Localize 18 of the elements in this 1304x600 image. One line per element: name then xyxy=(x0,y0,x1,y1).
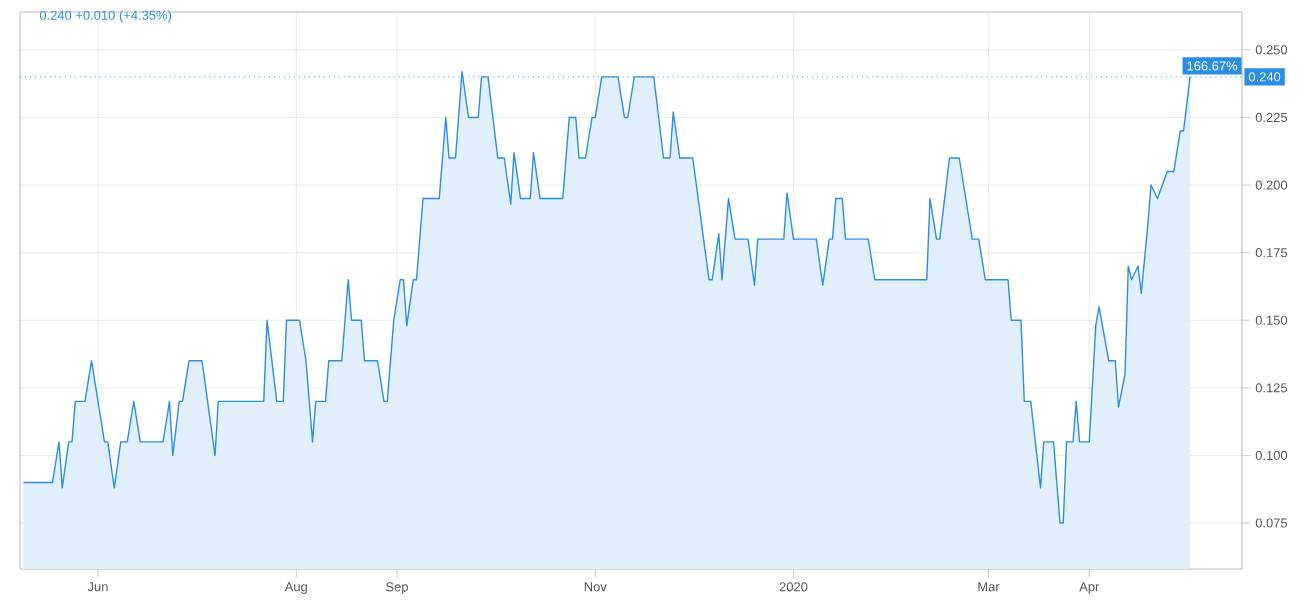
x-tick-label: 2020 xyxy=(779,582,808,592)
y-tick-label: 0.175 xyxy=(1255,248,1288,258)
x-tick-label: Sep xyxy=(386,582,408,594)
x-tick-label: Aug xyxy=(284,582,307,594)
annotation: 166.67% xyxy=(1187,61,1238,71)
y-tick-label: 0.075 xyxy=(1255,518,1288,528)
y-tick-label: 0.150 xyxy=(1255,315,1288,325)
y-tick-label: 0.250 xyxy=(1255,45,1288,55)
y-tick-label: 0.225 xyxy=(1255,112,1288,123)
y-tick-label: 0.125 xyxy=(1255,383,1288,393)
y-tick-label: 0.200 xyxy=(1255,180,1288,190)
x-tick-label: Apr xyxy=(1079,582,1100,594)
x-tick-label: Mar xyxy=(978,582,1000,592)
y-tick-label: 0.100 xyxy=(1255,450,1288,461)
x-tick-label: Nov xyxy=(584,582,607,592)
ref-line-label: 0.240 xyxy=(1248,72,1281,82)
x-tick-label: Jun xyxy=(87,582,108,592)
chart-title: 0.240 +0.010 (+4.35%) xyxy=(39,10,172,23)
